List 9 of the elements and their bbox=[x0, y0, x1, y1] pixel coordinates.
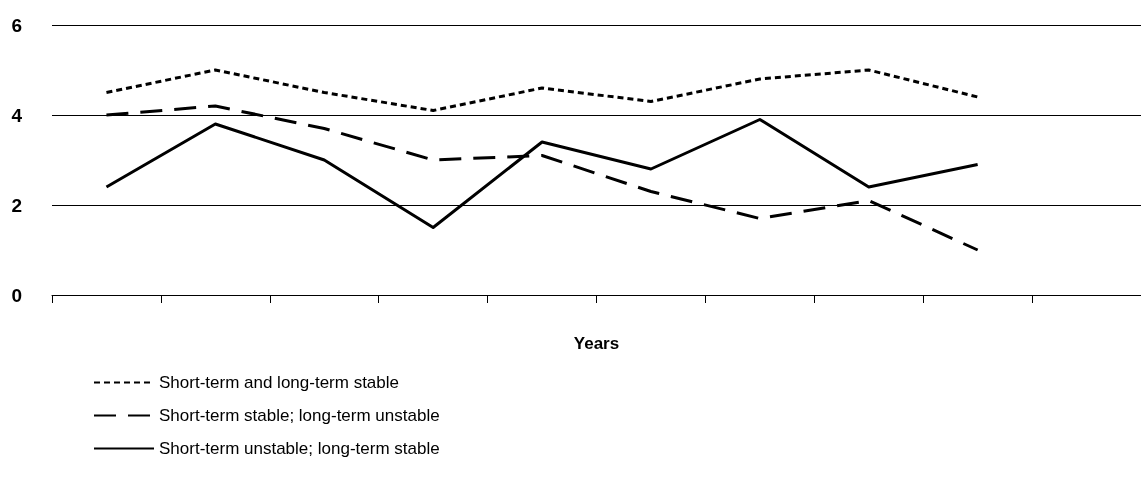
y-tick-label: 2 bbox=[11, 194, 22, 216]
line-series bbox=[104, 68, 980, 112]
legend-label: Short-term and long-term stable bbox=[159, 373, 399, 392]
y-tick-label: 4 bbox=[11, 104, 23, 126]
x-axis-title: Years bbox=[573, 334, 620, 353]
y-tick-label: 6 bbox=[11, 14, 22, 36]
legend-label: Short-term unstable; long-term stable bbox=[159, 439, 440, 458]
legend-label: Short-term stable; long-term unstable bbox=[159, 406, 440, 425]
y-tick-label: 0 bbox=[11, 284, 22, 306]
